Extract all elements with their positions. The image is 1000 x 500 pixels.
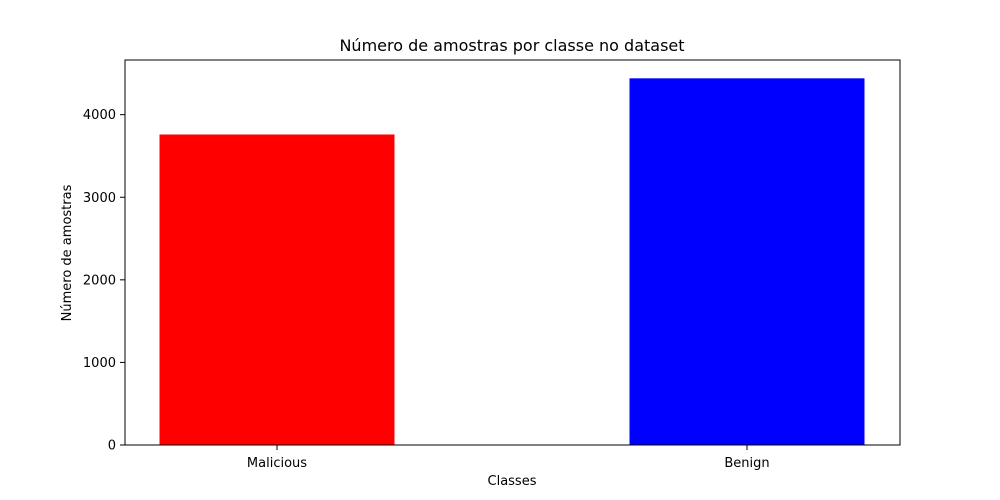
- x-axis-ticks: Malicious Benign: [247, 445, 770, 471]
- plot-frame: [124, 59, 901, 446]
- y-tick-label: 2000: [83, 273, 116, 288]
- bars-group: [159, 78, 865, 445]
- y-tick-label: 3000: [83, 191, 116, 206]
- y-tick-label: 0: [108, 439, 116, 454]
- y-tick-label: 4000: [83, 108, 116, 123]
- y-tick-label: 1000: [83, 356, 116, 371]
- x-axis-label: Classes: [488, 474, 537, 489]
- chart-title: Número de amostras por classe no dataset: [339, 36, 684, 55]
- y-axis-ticks: 0 1000 2000 3000 4000: [83, 108, 125, 454]
- bar-malicious: [159, 134, 395, 445]
- bar-benign: [629, 78, 865, 445]
- y-axis-label: Número de amostras: [60, 184, 75, 321]
- x-tick-label-benign: Benign: [724, 456, 769, 471]
- x-tick-label-malicious: Malicious: [247, 456, 307, 471]
